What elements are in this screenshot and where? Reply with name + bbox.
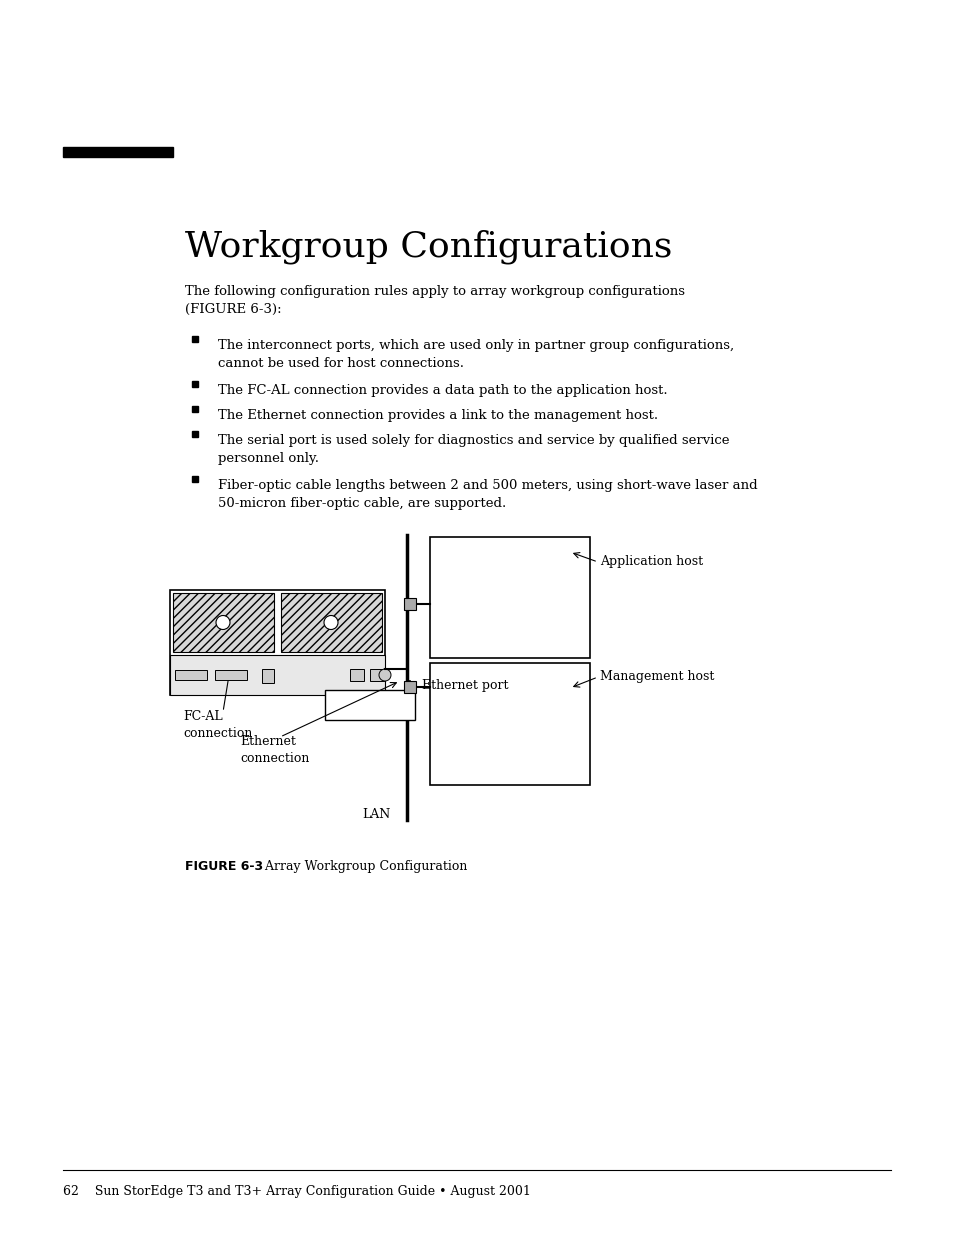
Bar — [63, 147, 172, 157]
Text: FC-AL
connection: FC-AL connection — [183, 710, 253, 740]
Bar — [192, 382, 198, 387]
Text: The serial port is used solely for diagnostics and service by qualified service
: The serial port is used solely for diagn… — [218, 433, 729, 466]
Bar — [325, 690, 415, 720]
Text: Workgroup Configurations: Workgroup Configurations — [185, 230, 672, 264]
Bar — [403, 682, 416, 693]
Bar — [192, 406, 198, 412]
Bar — [170, 590, 385, 695]
Bar — [281, 593, 381, 652]
Bar — [430, 663, 589, 785]
Text: The Ethernet connection provides a link to the management host.: The Ethernet connection provides a link … — [218, 409, 658, 422]
Bar — [170, 655, 385, 695]
Bar — [192, 431, 198, 437]
Bar — [192, 475, 198, 482]
Text: LAN: LAN — [361, 808, 390, 821]
Text: Fiber-optic cable lengths between 2 and 500 meters, using short-wave laser and
5: Fiber-optic cable lengths between 2 and … — [218, 479, 757, 510]
Text: Array Workgroup Configuration: Array Workgroup Configuration — [253, 860, 467, 873]
Text: The following configuration rules apply to array workgroup configurations
(FIGUR: The following configuration rules apply … — [185, 285, 684, 316]
Text: Management host: Management host — [599, 671, 714, 683]
Bar — [403, 598, 416, 610]
Text: Ethernet
connection: Ethernet connection — [240, 735, 309, 764]
Bar — [430, 537, 589, 658]
Text: The interconnect ports, which are used only in partner group configurations,
can: The interconnect ports, which are used o… — [218, 338, 734, 370]
Text: Application host: Application host — [599, 555, 702, 568]
Bar — [174, 671, 207, 680]
Circle shape — [378, 669, 391, 680]
Text: The FC-AL connection provides a data path to the application host.: The FC-AL connection provides a data pat… — [218, 384, 667, 396]
Bar — [350, 669, 364, 680]
Circle shape — [215, 615, 230, 630]
Bar — [214, 671, 247, 680]
Text: FIGURE 6-3: FIGURE 6-3 — [185, 860, 263, 873]
Text: 62    Sun StorEdge T3 and T3+ Array Configuration Guide • August 2001: 62 Sun StorEdge T3 and T3+ Array Configu… — [63, 1186, 530, 1198]
Text: Ethernet port: Ethernet port — [421, 679, 508, 692]
Bar — [172, 593, 274, 652]
Bar — [370, 669, 384, 680]
Bar — [262, 669, 274, 683]
Circle shape — [324, 615, 337, 630]
Bar — [192, 336, 198, 342]
